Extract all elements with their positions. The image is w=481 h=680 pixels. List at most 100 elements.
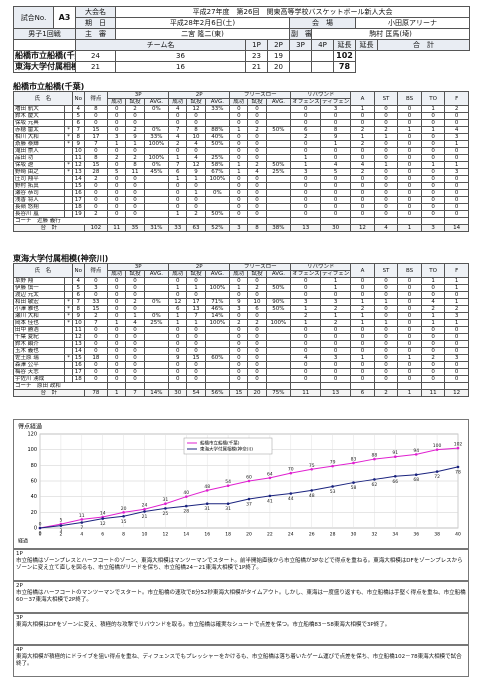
stat-cell: 25%	[204, 154, 231, 162]
stat-cell: 0	[125, 375, 145, 383]
stat-cell: 71%	[204, 298, 231, 306]
player-row: 相川 大和 * 8 17 3 9 33% 4 10 40% 0 0 2 9 1 1 0 0 3	[12, 133, 469, 141]
x-tick-label: 12	[163, 532, 169, 538]
stat-header: F	[444, 91, 469, 106]
stat-cell: 0	[107, 147, 127, 155]
stat-cell: 50%	[265, 284, 292, 292]
stat-cell: 0	[229, 347, 249, 355]
y-tick-label: 100	[27, 447, 37, 453]
empty-cell	[420, 382, 446, 390]
stat-cell	[204, 277, 231, 285]
stat-cell: 100%	[265, 319, 292, 327]
stat-cell	[143, 147, 170, 155]
stat-cell: 0	[83, 326, 109, 334]
stat-cell: 0	[168, 189, 188, 197]
stat-cell: 8	[83, 154, 109, 162]
stat-cell: 4	[186, 140, 206, 148]
stat-cell: 0	[125, 340, 145, 348]
stat-cell: 2	[229, 319, 249, 327]
empty-cell	[373, 217, 399, 225]
stat-cell: 1	[290, 319, 322, 327]
stat-cell: 0	[397, 203, 422, 211]
stat-cell: 0	[290, 196, 322, 204]
stat-cell	[265, 375, 292, 383]
stat-cell: 0%	[143, 161, 170, 169]
total-cell: 1	[397, 389, 422, 397]
stat-cell: 0	[229, 196, 249, 204]
stat-cell	[265, 312, 292, 320]
umpire: 駒村 匡馬(埼)	[310, 28, 471, 40]
stat-cell: 0	[168, 182, 188, 190]
date-label: 期 日	[75, 17, 116, 29]
empty-cell	[143, 217, 170, 225]
data-label: 64	[267, 471, 273, 477]
y-tick-label: 80	[31, 463, 37, 469]
stat-cell: 33	[83, 298, 109, 306]
stat-cell: 0	[373, 175, 399, 183]
stat-cell: 0	[247, 340, 267, 348]
stat-cell: 10	[71, 319, 85, 327]
no-header: No	[71, 263, 85, 278]
stat-cell: 0	[186, 277, 206, 285]
stat-cell: 9	[125, 133, 145, 141]
rebound-header: リバウンド	[290, 91, 352, 99]
player-name: 和田 敏宏	[12, 298, 66, 306]
player-name: 鈴木 顕介	[12, 340, 66, 348]
stat-cell: 0	[320, 375, 352, 383]
stat-cell	[265, 119, 292, 127]
stat-cell: 0	[420, 375, 446, 383]
stat-cell: 0	[107, 112, 127, 120]
stat-cell: 1	[444, 298, 469, 306]
stat-cell	[265, 105, 292, 113]
stat-cell	[143, 347, 170, 355]
stat-cell: 3	[320, 105, 352, 113]
stat-cell	[64, 361, 73, 369]
point	[310, 467, 314, 471]
total-cell: 63	[186, 224, 206, 232]
stat-cell: 0	[107, 368, 127, 376]
stat-cell	[143, 112, 170, 120]
x-tick-label: 26	[309, 532, 315, 538]
stat-cell: 0	[107, 340, 127, 348]
stat-cell: 1	[125, 312, 145, 320]
group-header: 2P	[168, 263, 231, 271]
stat-cell: 0	[444, 340, 469, 348]
stat-cell: 0	[125, 112, 145, 120]
stat-cell	[143, 305, 170, 313]
player-row: 瀬谷 恭司 16 0 0 0 0 1 0% 0 0 0 0 0 0 0 0 0	[12, 189, 469, 197]
point	[164, 502, 167, 506]
stat-cell: 0	[186, 112, 206, 120]
stat-cell: 0	[397, 133, 422, 141]
point	[414, 453, 418, 456]
stat-cell: 1	[186, 319, 206, 327]
total-cell: 14%	[143, 389, 170, 397]
total-cell: 78	[83, 389, 109, 397]
data-label: 68	[413, 477, 419, 483]
stat-header: A	[350, 91, 375, 106]
stat-cell: 1	[373, 319, 399, 327]
stat-cell: 0	[229, 326, 249, 334]
stat-cell: 1	[444, 161, 469, 169]
data-label: 14	[100, 511, 106, 517]
stat-cell	[143, 375, 170, 383]
stat-cell: 0	[247, 119, 267, 127]
player-name: 鈴木 慶大	[12, 112, 66, 120]
stat-cell: 0	[247, 112, 267, 120]
stat-cell: 0	[444, 182, 469, 190]
stat-cell: 0	[373, 284, 399, 292]
point	[289, 471, 293, 475]
stat-header: TO	[420, 91, 446, 106]
stat-cell: 0	[320, 119, 352, 127]
stat-cell: 8	[125, 161, 145, 169]
stat-cell: *	[64, 168, 73, 176]
point	[310, 489, 314, 492]
stat-cell: 0	[290, 361, 322, 369]
stat-cell: 0	[373, 189, 399, 197]
total-cell: 38%	[265, 224, 292, 232]
stat-cell: 0	[397, 361, 422, 369]
stat-cell: 0	[320, 210, 352, 218]
point	[122, 511, 125, 514]
x-axis-label: 経過	[18, 538, 28, 545]
